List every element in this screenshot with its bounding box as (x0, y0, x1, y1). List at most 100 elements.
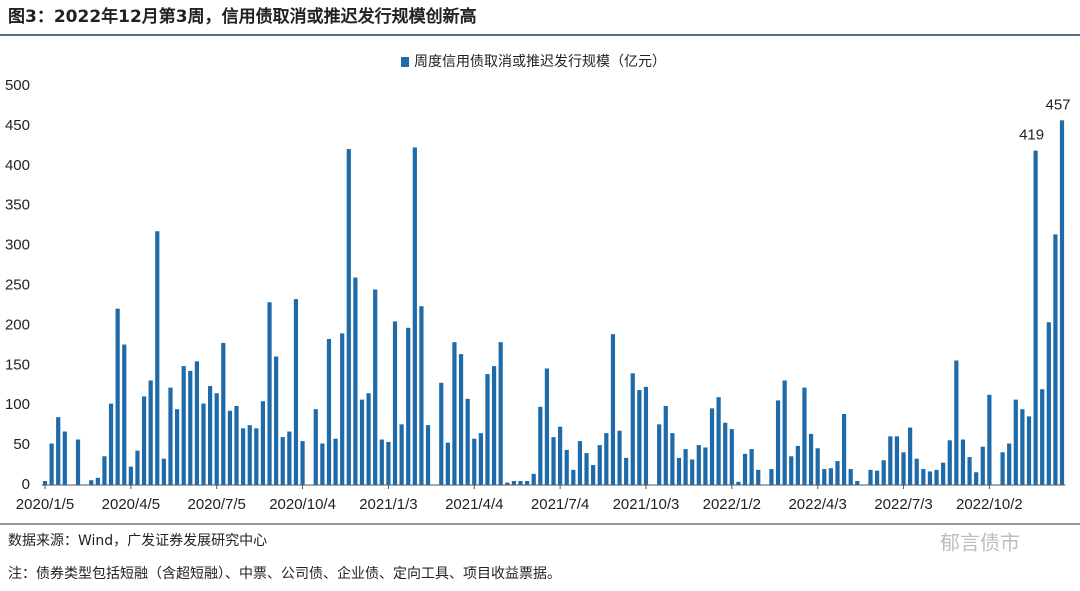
bar (458, 354, 464, 485)
bar (736, 481, 741, 485)
bar (95, 477, 100, 485)
bar (333, 438, 338, 485)
bar (181, 366, 186, 485)
bar (89, 480, 94, 485)
y-tick-label: 100 (5, 396, 30, 413)
bar (663, 405, 668, 485)
bar (56, 417, 61, 485)
bar (75, 439, 81, 485)
bar (128, 466, 133, 485)
bar (571, 469, 576, 485)
bar (254, 428, 259, 485)
bar (419, 306, 424, 485)
bar (914, 458, 919, 485)
bar (366, 393, 371, 485)
bar (1026, 416, 1032, 485)
bar (729, 429, 734, 485)
y-tick-label: 150 (5, 356, 30, 373)
bar (425, 425, 431, 485)
bar (967, 457, 972, 485)
bar (980, 446, 985, 485)
bar (908, 427, 913, 485)
bar (564, 449, 569, 485)
bar (577, 441, 583, 485)
bar (703, 447, 708, 485)
y-tick-label: 450 (5, 117, 30, 134)
bar (709, 408, 715, 485)
bar (591, 465, 596, 485)
bar (386, 441, 391, 485)
bar (657, 424, 662, 485)
bar (795, 445, 800, 485)
bar (1000, 452, 1005, 485)
bar (1007, 443, 1012, 485)
y-tick-label: 50 (13, 436, 30, 453)
data-label: 457 (1046, 96, 1071, 113)
bar (690, 459, 695, 485)
bar (558, 426, 563, 485)
bar (835, 461, 840, 485)
bar (584, 453, 589, 485)
x-tick-label: 2021/7/4 (531, 496, 589, 513)
bar (260, 401, 266, 485)
bar (1013, 399, 1018, 485)
bar (848, 469, 853, 485)
x-tick-label: 2020/1/5 (16, 496, 74, 513)
bar (141, 396, 147, 485)
bar (888, 436, 893, 485)
bar (822, 469, 827, 485)
bar (478, 433, 483, 485)
bar (49, 443, 54, 485)
bar (881, 460, 886, 485)
bar (293, 299, 299, 485)
y-tick-label: 200 (5, 316, 30, 333)
bar (511, 481, 516, 485)
bar (280, 437, 285, 485)
bar (340, 333, 345, 485)
bar (313, 409, 318, 485)
x-tick-label: 2022/4/3 (788, 496, 846, 513)
bar (1033, 150, 1038, 485)
bar (524, 481, 530, 485)
bar (974, 472, 979, 485)
bar (828, 468, 833, 485)
bar (188, 370, 193, 485)
bar (551, 437, 556, 485)
bar (174, 409, 180, 485)
bar (802, 387, 807, 485)
bar (359, 399, 365, 485)
watermark: 郁言债市 (940, 531, 1020, 555)
bar (135, 450, 140, 485)
bar (392, 321, 398, 485)
bar (782, 380, 787, 485)
bar (194, 361, 199, 485)
bar (148, 380, 153, 485)
bar (122, 344, 127, 485)
y-tick-label: 300 (5, 237, 30, 254)
x-tick-label: 2022/10/2 (956, 496, 1023, 513)
bar (320, 443, 325, 485)
source: 数据来源：Wind，广发证券发展研究中心 (8, 533, 267, 549)
x-tick-label: 2020/7/5 (188, 496, 246, 513)
bar (42, 481, 48, 485)
bar (505, 482, 510, 485)
bar (445, 442, 450, 485)
bar (544, 368, 550, 485)
bar (300, 441, 305, 485)
bar (927, 471, 933, 485)
bar (617, 430, 622, 485)
chart-title: 图3：2022年12月第3周，信用债取消或推迟发行规模创新高 (8, 6, 477, 27)
bar (326, 338, 332, 485)
x-tick-label: 2022/7/3 (874, 496, 932, 513)
x-tick-label: 2022/1/2 (703, 496, 761, 513)
bar (439, 382, 444, 485)
bar (538, 406, 543, 485)
bar (247, 425, 252, 485)
bar (465, 398, 470, 485)
bar (742, 453, 748, 485)
bar (1046, 322, 1051, 485)
bar (399, 424, 404, 485)
bar (227, 410, 233, 485)
bar (941, 462, 946, 485)
bar (531, 473, 536, 485)
